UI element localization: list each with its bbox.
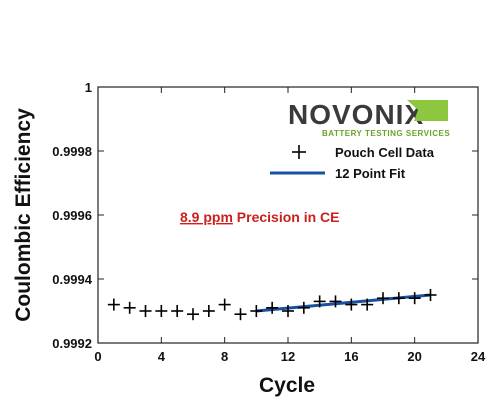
data-point xyxy=(297,301,310,314)
x-tick-label: 8 xyxy=(221,349,228,364)
precision-annotation: 8.9 ppm Precision in CE xyxy=(180,209,340,225)
fit-line-layer xyxy=(256,293,431,313)
data-point xyxy=(234,308,247,321)
data-point xyxy=(250,305,263,317)
x-axis-title: Cycle xyxy=(259,374,315,397)
data-point xyxy=(408,292,421,305)
y-tick-label: 0.9992 xyxy=(52,336,92,351)
data-point xyxy=(202,305,215,317)
data-point xyxy=(187,308,199,321)
x-tick-label: 24 xyxy=(471,349,486,364)
data-point xyxy=(218,298,231,311)
data-points-layer xyxy=(107,289,437,321)
precision-value: 8.9 ppm xyxy=(180,209,233,225)
y-tick-label: 0.9998 xyxy=(52,144,92,159)
data-point xyxy=(345,298,358,311)
logo-tagline: BATTERY TESTING SERVICES xyxy=(322,129,450,138)
data-point xyxy=(123,301,136,314)
legend: Pouch Cell Data 12 Point Fit xyxy=(270,145,435,181)
y-axis-title: Coulombic Efficiency xyxy=(12,108,35,322)
y-tick-label: 0.9996 xyxy=(52,208,92,223)
data-point xyxy=(392,292,405,305)
data-point xyxy=(313,295,326,308)
data-point xyxy=(424,289,437,301)
legend-label-fit: 12 Point Fit xyxy=(335,166,406,181)
precision-label: Precision in CE xyxy=(233,209,340,225)
data-point xyxy=(155,305,168,317)
y-tick-label: 1 xyxy=(85,80,92,95)
data-point xyxy=(377,292,389,305)
data-point xyxy=(171,305,184,317)
logo-wordmark: NOVONIX xyxy=(288,99,424,130)
data-point xyxy=(329,295,342,308)
legend-label-pouch: Pouch Cell Data xyxy=(335,145,435,160)
x-tick-label: 16 xyxy=(344,349,358,364)
data-point xyxy=(282,305,294,317)
y-tick-label: 0.9994 xyxy=(52,272,93,287)
y-axis-title-group: Coulombic Efficiency xyxy=(12,108,35,322)
legend-marker-plus xyxy=(292,145,306,159)
data-point xyxy=(139,305,152,317)
fit-line xyxy=(256,293,431,313)
x-tick-label: 0 xyxy=(94,349,101,364)
data-point xyxy=(361,298,374,311)
x-tick-label: 4 xyxy=(158,349,166,364)
x-tick-label: 20 xyxy=(407,349,421,364)
data-point xyxy=(266,301,279,314)
novonix-logo: NOVONIX BATTERY TESTING SERVICES xyxy=(288,99,450,138)
data-point xyxy=(107,298,120,311)
logo-accent-shape xyxy=(407,100,448,121)
axis-ticks: 0 4 8 12 16 20 24 0.9992 0.9994 0.9996 0.9998 1 xyxy=(52,80,486,364)
x-tick-label: 12 xyxy=(281,349,295,364)
